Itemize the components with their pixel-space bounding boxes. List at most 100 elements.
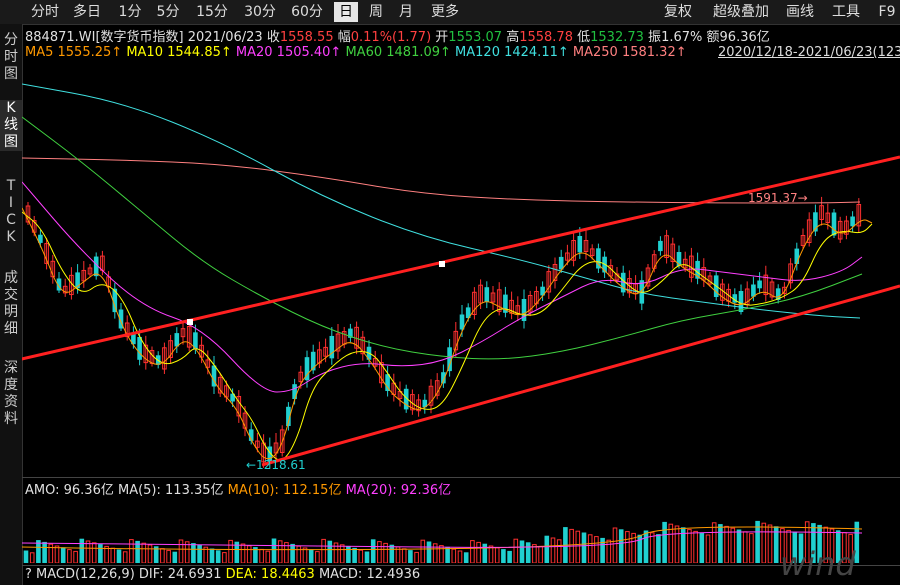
vol-ma10-value: MA(10): 112.15亿 [227,483,342,498]
tab-30min[interactable]: 30分 [244,4,276,20]
volume-bar [674,525,680,563]
volume-bar [420,539,426,563]
tab-daily[interactable]: 日 [334,2,358,22]
ma5-line [22,207,873,460]
volume-bar [637,534,643,563]
change-label: 幅 [337,30,351,45]
volume-bar [488,545,494,563]
tab-15min[interactable]: 15分 [196,4,228,20]
volume-bar [234,541,240,563]
volume-bar [587,534,593,563]
volume-bar [494,547,500,563]
volume-bar [767,524,773,563]
f9-button[interactable]: F9 [878,4,896,20]
volume-bar [358,549,364,563]
volume-bar [693,530,698,563]
volume-bar [711,522,717,563]
volume-bar [129,539,134,563]
volume-bar [656,534,661,563]
volume-bar [749,533,754,563]
volume-bar [612,527,618,563]
volume-bar [172,551,178,563]
volume-bar [122,551,128,563]
side-tab-depth[interactable]: 深度资料 [4,360,18,427]
volume-bar [42,541,47,563]
volume-bar [804,521,810,563]
volume-bar [736,529,742,563]
volume-bar [718,524,723,563]
high-annotation: 1591.37→ [748,191,808,205]
volume-bar [730,527,736,563]
high-value: 1558.78 [519,30,573,45]
security-code: 884871.WI[数字货币指数] [25,30,184,45]
volume-bar [339,544,345,563]
close-label: 收 [266,30,280,45]
tools-button[interactable]: 工具 [832,4,860,20]
volume-bar [848,533,853,563]
volume-bar [296,545,302,563]
volume-bar [352,547,357,563]
volume-bar [401,548,407,563]
ma120-value: MA120 1424.11↑ [455,45,569,60]
volume-bar [141,542,147,563]
volume-bar [98,544,103,563]
super-overlay-button[interactable]: 超级叠加 [713,4,769,20]
volume-bar [48,543,54,563]
tab-intraday[interactable]: 分时 [31,4,59,20]
volume-bar [265,550,271,563]
ma250-line [22,157,861,204]
tab-multiday[interactable]: 多日 [73,4,101,20]
kline-chart[interactable]: 1591.37→ ←1218.61 [22,62,900,478]
volume-bar [581,532,587,563]
volume-bar [377,541,382,563]
trend-lower-line [261,284,900,467]
volume-bar [482,543,488,563]
volume-bar [116,549,122,563]
volume-bar [649,532,655,563]
divider [22,565,900,566]
volume-bar [327,540,333,563]
volume-bar [147,544,153,563]
volume-bar [618,529,624,563]
help-icon[interactable]: ? [25,567,32,582]
volume-chart[interactable] [22,497,900,563]
volume-bar [370,539,376,563]
volume-bar [445,546,450,563]
volume-bar [104,545,109,563]
tab-weekly[interactable]: 周 [369,4,383,20]
volume-bar [544,535,550,563]
volume-bar [705,534,711,563]
volume-bar [687,529,692,563]
side-tab-trades[interactable]: 成交明细 [4,270,18,337]
volume-bar [451,548,457,563]
macd-label: MACD(12,26,9) [36,567,135,582]
volume-bar [222,552,227,563]
adjust-button[interactable]: 复权 [664,4,692,20]
volume-bar [29,552,35,563]
volume-bar [23,550,29,563]
volume-bar [835,530,841,563]
ma20-value: MA20 1505.40↑ [235,45,342,60]
volume-bar [631,532,636,563]
dea-value: DEA: 18.4463 [225,567,315,582]
tab-more[interactable]: 更多 [431,4,459,20]
date-range[interactable]: 2020/12/18-2021/06/23(123 [718,45,900,60]
volume-bar [811,523,816,563]
side-tab-intraday[interactable]: 分时图 [4,32,18,82]
volume-bar [184,541,190,563]
tab-60min[interactable]: 60分 [291,4,323,20]
volume-bar [178,539,184,563]
tab-5min[interactable]: 5分 [156,4,180,20]
volume-bar [432,543,438,563]
volume-bar [67,549,72,563]
amplitude-value: 1.67% [661,30,703,45]
volume-bar [501,549,506,563]
volume-bar [606,539,612,563]
tab-monthly[interactable]: 月 [399,4,413,20]
draw-line-button[interactable]: 画线 [786,4,814,20]
volume-bar [321,538,326,563]
volume-bar [60,547,66,563]
tab-1min[interactable]: 1分 [118,4,142,20]
